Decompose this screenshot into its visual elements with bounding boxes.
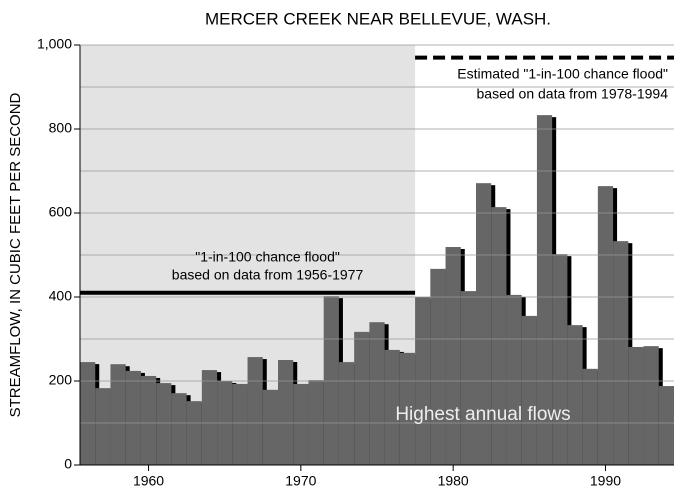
bar [247, 357, 263, 465]
annotation: based on data from 1978-1994 [477, 85, 669, 101]
bar [323, 296, 339, 465]
bar [506, 294, 522, 465]
bar [597, 186, 614, 465]
bar [95, 388, 111, 465]
annotation: Estimated "1-in-100 chance flood" [457, 65, 668, 81]
bar [201, 370, 218, 465]
annotation: "1-in-100 chance flood" [195, 249, 340, 265]
bar [156, 383, 172, 465]
bar [491, 207, 507, 465]
chart-title: MERCER CREEK NEAR BELLEVUE, WASH. [205, 9, 551, 28]
y-tick-label: 1,000 [37, 36, 72, 52]
bar [643, 346, 659, 465]
bar [567, 325, 583, 465]
bar [582, 368, 598, 465]
bar [536, 115, 553, 465]
x-tick-label: 1990 [590, 473, 621, 489]
y-axis-label: STREAMFLOW, IN CUBIC FEET PER SECOND [7, 92, 24, 417]
bar [628, 346, 644, 465]
bar [552, 254, 568, 465]
bar [80, 362, 96, 465]
bar [293, 383, 309, 465]
annotation: based on data from 1956-1977 [172, 267, 364, 283]
y-tick-label: 800 [49, 120, 73, 136]
bar-label: Highest annual flows [395, 404, 570, 425]
bar [658, 386, 674, 465]
bar [445, 247, 461, 465]
x-tick-label: 1960 [133, 473, 164, 489]
bar [262, 389, 278, 465]
bar [354, 331, 370, 465]
bar [384, 349, 400, 465]
bar [521, 315, 537, 465]
bar [278, 360, 294, 465]
bar [430, 268, 446, 465]
y-tick-label: 600 [49, 204, 73, 220]
y-tick-label: 200 [49, 372, 73, 388]
bar [186, 401, 202, 465]
bar [338, 362, 355, 465]
y-tick-label: 400 [49, 288, 73, 304]
bar [460, 291, 476, 465]
bar [308, 380, 324, 465]
bar [125, 370, 141, 465]
bar [476, 183, 492, 465]
x-tick-label: 1980 [438, 473, 469, 489]
bar [140, 375, 157, 465]
bar [369, 322, 385, 465]
bar [613, 241, 629, 465]
bar [110, 364, 126, 465]
x-tick-label: 1970 [285, 473, 316, 489]
bar [232, 383, 248, 465]
bar [171, 393, 187, 465]
y-tick-label: 0 [64, 456, 72, 472]
